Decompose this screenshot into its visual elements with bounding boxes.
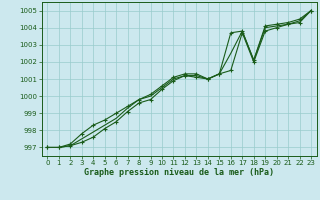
X-axis label: Graphe pression niveau de la mer (hPa): Graphe pression niveau de la mer (hPa)	[84, 168, 274, 177]
